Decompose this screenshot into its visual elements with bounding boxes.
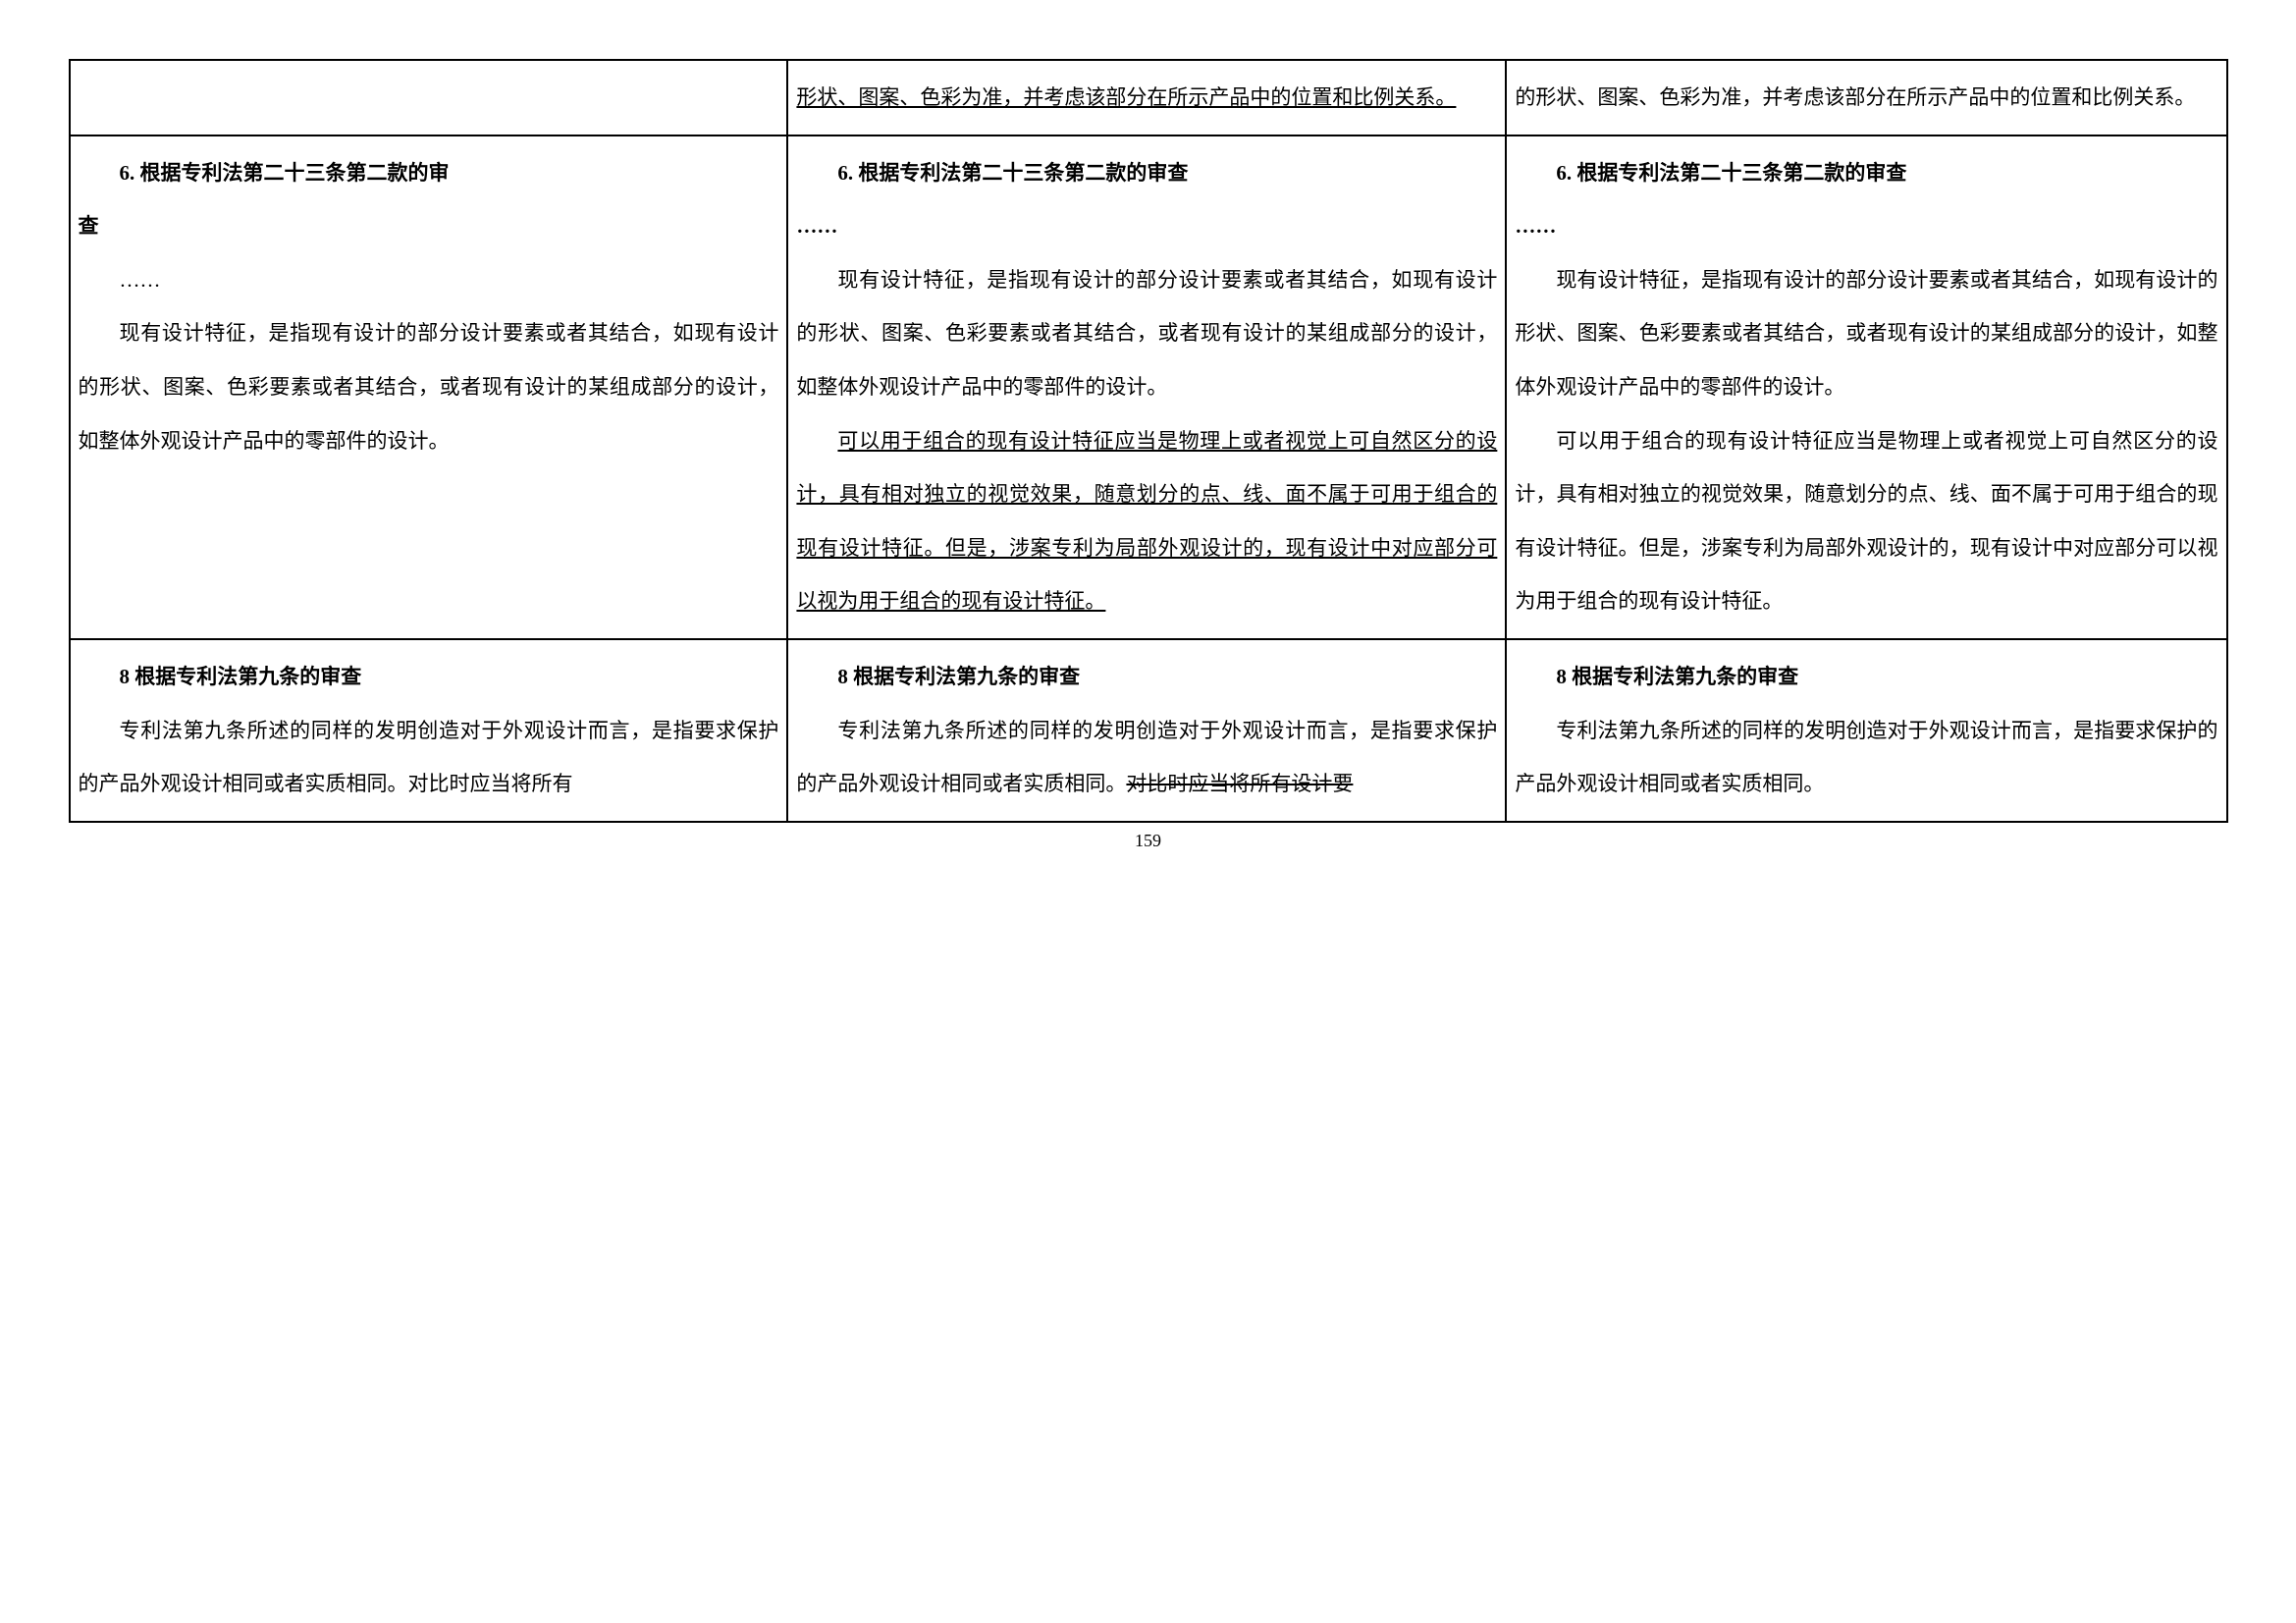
paragraph: 可以用于组合的现有设计特征应当是物理上或者视觉上可自然区分的设计，具有相对独立的… <box>1515 414 2217 628</box>
paragraph: 专利法第九条所述的同样的发明创造对于外观设计而言，是指要求保护的产品外观设计相同… <box>79 704 779 811</box>
paragraph: 现有设计特征，是指现有设计的部分设计要素或者其结合，如现有设计的形状、图案、色彩… <box>79 306 779 467</box>
cell-r3-c3: 8 根据专利法第九条的审查 专利法第九条所述的同样的发明创造对于外观设计而言，是… <box>1506 639 2226 822</box>
table-row: 形状、图案、色彩为准，并考虑该部分在所示产品中的位置和比例关系。 的形状、图案、… <box>70 60 2227 135</box>
heading-continuation: 查 <box>79 199 779 253</box>
ellipsis: …… <box>79 253 779 307</box>
cell-r1-c2: 形状、图案、色彩为准，并考虑该部分在所示产品中的位置和比例关系。 <box>787 60 1506 135</box>
section-heading: 8 根据专利法第九条的审查 <box>796 650 1497 704</box>
cell-r1-c3: 的形状、图案、色彩为准，并考虑该部分在所示产品中的位置和比例关系。 <box>1506 60 2226 135</box>
cell-r3-c2: 8 根据专利法第九条的审查 专利法第九条所述的同样的发明创造对于外观设计而言，是… <box>787 639 1506 822</box>
text-underlined: 形状、图案、色彩为准，并考虑该部分在所示产品中的位置和比例关系。 <box>796 85 1456 109</box>
table-row: 6. 根据专利法第二十三条第二款的审 查 …… 现有设计特征，是指现有设计的部分… <box>70 135 2227 639</box>
section-heading: 8 根据专利法第九条的审查 <box>79 650 779 704</box>
cell-r3-c1: 8 根据专利法第九条的审查 专利法第九条所述的同样的发明创造对于外观设计而言，是… <box>70 639 788 822</box>
paragraph: 现有设计特征，是指现有设计的部分设计要素或者其结合，如现有设计的形状、图案、色彩… <box>1515 253 2217 414</box>
paragraph: 专利法第九条所述的同样的发明创造对于外观设计而言，是指要求保护的产品外观设计相同… <box>1515 704 2217 811</box>
cell-r1-c1 <box>70 60 788 135</box>
cell-r2-c1: 6. 根据专利法第二十三条第二款的审 查 …… 现有设计特征，是指现有设计的部分… <box>70 135 788 639</box>
text: 的形状、图案、色彩为准，并考虑该部分在所示产品中的位置和比例关系。 <box>1515 85 2195 109</box>
text-strikethrough: 对比时应当将所有设计要 <box>1126 772 1353 795</box>
section-heading: 8 根据专利法第九条的审查 <box>1515 650 2217 704</box>
cell-r2-c3: 6. 根据专利法第二十三条第二款的审查 …… 现有设计特征，是指现有设计的部分设… <box>1506 135 2226 639</box>
paragraph: 专利法第九条所述的同样的发明创造对于外观设计而言，是指要求保护的产品外观设计相同… <box>796 704 1497 811</box>
paragraph: 现有设计特征，是指现有设计的部分设计要素或者其结合，如现有设计的形状、图案、色彩… <box>796 253 1497 414</box>
paragraph-underlined: 可以用于组合的现有设计特征应当是物理上或者视觉上可自然区分的设计，具有相对独立的… <box>796 414 1497 628</box>
section-heading: 6. 根据专利法第二十三条第二款的审查 <box>796 146 1497 200</box>
comparison-table: 形状、图案、色彩为准，并考虑该部分在所示产品中的位置和比例关系。 的形状、图案、… <box>69 59 2228 823</box>
section-heading: 6. 根据专利法第二十三条第二款的审 <box>79 146 779 200</box>
ellipsis: …… <box>1515 199 2217 253</box>
document-page: 形状、图案、色彩为准，并考虑该部分在所示产品中的位置和比例关系。 的形状、图案、… <box>69 59 2228 851</box>
ellipsis: …… <box>796 199 1497 253</box>
section-heading: 6. 根据专利法第二十三条第二款的审查 <box>1515 146 2217 200</box>
cell-r2-c2: 6. 根据专利法第二十三条第二款的审查 …… 现有设计特征，是指现有设计的部分设… <box>787 135 1506 639</box>
table-row: 8 根据专利法第九条的审查 专利法第九条所述的同样的发明创造对于外观设计而言，是… <box>70 639 2227 822</box>
page-number: 159 <box>69 831 2228 851</box>
